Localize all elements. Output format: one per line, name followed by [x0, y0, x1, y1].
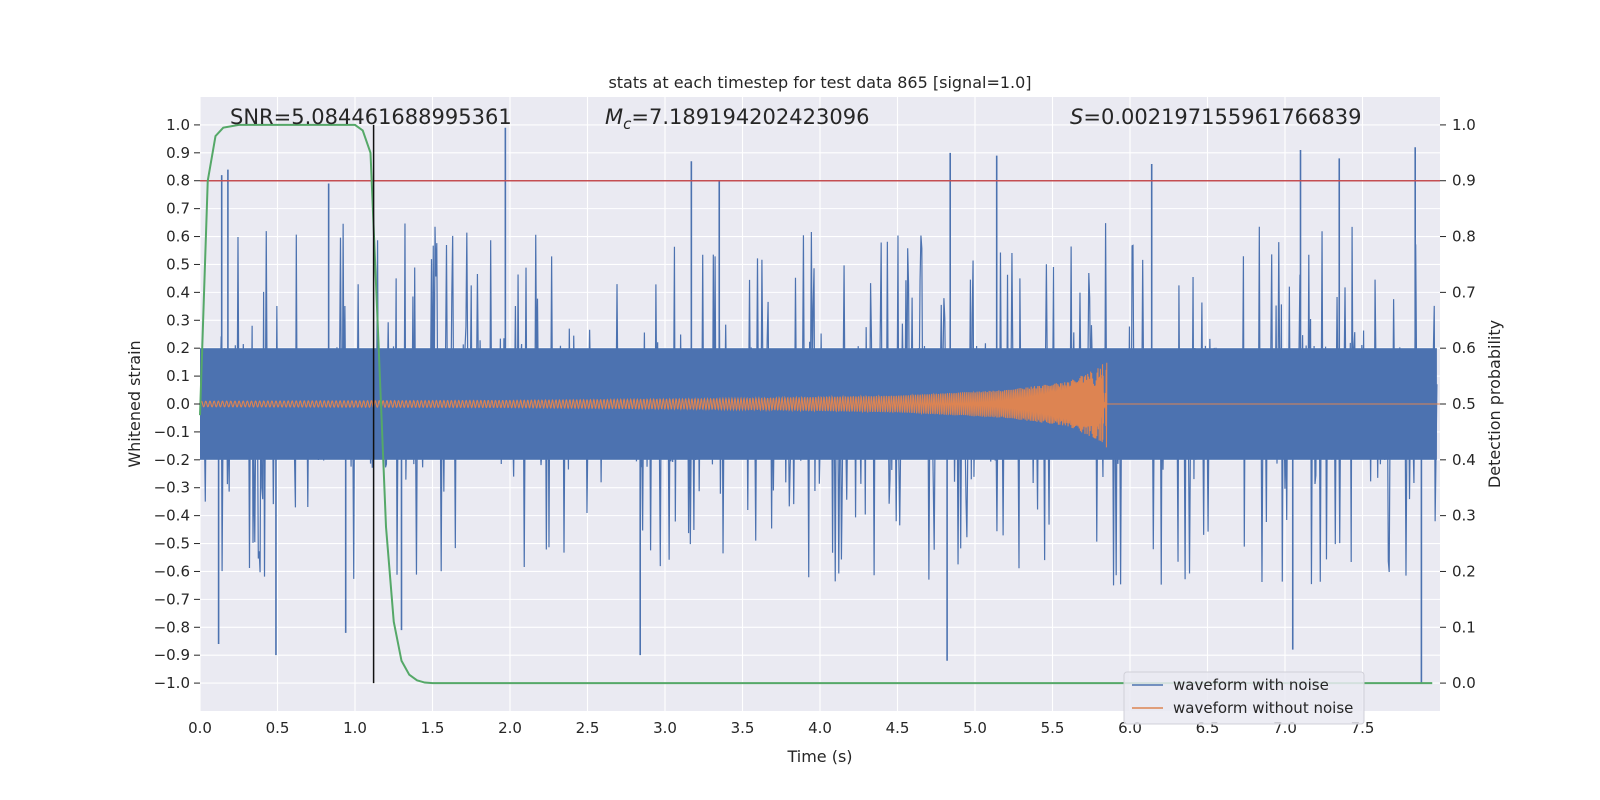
- x-tick-label: 4.0: [808, 719, 832, 737]
- y-axis-right-label: Detection probability: [1485, 320, 1504, 488]
- snr-value: 5.084461688995361: [291, 105, 511, 129]
- x-tick-label: 1.0: [343, 719, 367, 737]
- legend: waveform with noise waveform without noi…: [1123, 671, 1365, 725]
- x-tick-label: 0.0: [188, 719, 212, 737]
- y-left-tick-label: −0.4: [154, 507, 190, 525]
- y-right-ticks: 1.0 0.9 0.8 0.7 0.6 0.5 0.4 0.3 0.2 0.1 0.0: [1440, 116, 1476, 692]
- s-annotation: S=0.002197155961766839: [1070, 105, 1361, 129]
- y-left-tick-label: −0.3: [154, 479, 190, 497]
- y-left-tick-label: 1.0: [166, 116, 190, 134]
- clean-series: [200, 362, 1440, 448]
- y-right-tick-label: 0.9: [1452, 172, 1476, 190]
- chart-title: stats at each timestep for test data 865…: [608, 73, 1031, 92]
- chirp-mass-symbol: M: [605, 105, 623, 129]
- y-left-tick-label: −0.6: [154, 562, 190, 580]
- chirp-mass-value: 7.189194202423096: [649, 105, 869, 129]
- y-left-tick-label: 0.4: [166, 283, 190, 301]
- y-left-tick-label: 0.8: [166, 172, 190, 190]
- y-left-tick-label: −0.5: [154, 535, 190, 553]
- x-tick-label: 4.5: [886, 719, 910, 737]
- snr-label: SNR=: [230, 105, 291, 129]
- chirp-mass-annotation: Mc=7.189194202423096: [605, 105, 869, 133]
- y-left-tick-label: 0.2: [166, 339, 190, 357]
- x-tick-label: 2.5: [576, 719, 600, 737]
- y-right-tick-label: 1.0: [1452, 116, 1476, 134]
- x-tick-label: 5.0: [963, 719, 987, 737]
- y-left-tick-label: 0.7: [166, 200, 190, 218]
- x-tick-label: 3.0: [653, 719, 677, 737]
- y-left-tick-label: −0.8: [154, 618, 190, 636]
- x-tick-label: 3.5: [731, 719, 755, 737]
- y-right-tick-label: 0.1: [1452, 618, 1476, 636]
- y-left-tick-label: −0.9: [154, 646, 190, 664]
- clean-line: [200, 362, 1440, 448]
- y-right-tick-label: 0.7: [1452, 283, 1476, 301]
- y-left-tick-label: −0.1: [154, 423, 190, 441]
- snr-annotation: SNR=5.084461688995361: [230, 105, 512, 129]
- y-left-tick-label: −0.2: [154, 451, 190, 469]
- probability-line: [199, 123, 1433, 685]
- s-value: 0.002197155961766839: [1101, 105, 1362, 129]
- legend-label-clean: waveform without noise: [1173, 699, 1353, 717]
- y-right-tick-label: 0.8: [1452, 228, 1476, 246]
- y-right-tick-label: 0.2: [1452, 562, 1476, 580]
- x-axis-label: Time (s): [786, 747, 852, 766]
- x-tick-label: 2.0: [498, 719, 522, 737]
- y-right-tick-label: 0.5: [1452, 395, 1476, 413]
- x-tick-label: 5.5: [1041, 719, 1065, 737]
- y-right-tick-label: 0.0: [1452, 674, 1476, 692]
- x-tick-label: 1.5: [421, 719, 445, 737]
- y-right-tick-label: 0.6: [1452, 339, 1476, 357]
- x-tick-label: 0.5: [266, 719, 290, 737]
- y-left-tick-label: 0.5: [166, 255, 190, 273]
- y-left-tick-label: −0.7: [154, 590, 190, 608]
- legend-box: [1123, 671, 1365, 725]
- s-symbol: S: [1070, 105, 1083, 129]
- chirp-mass-label: =: [631, 105, 649, 129]
- y-left-ticks: 1.0 0.9 0.8 0.7 0.6 0.5 0.4 0.3 0.2 0.1 0.0 −0.1 −0.…: [154, 116, 200, 692]
- y-left-tick-label: 0.1: [166, 367, 190, 385]
- probability-series: [199, 123, 1433, 685]
- legend-label-noise: waveform with noise: [1173, 676, 1329, 694]
- y-left-tick-label: −1.0: [154, 674, 190, 692]
- y-left-tick-label: 0.6: [166, 228, 190, 246]
- y-left-tick-label: 0.9: [166, 144, 190, 162]
- s-label: =: [1083, 105, 1101, 129]
- y-axis-left-label: Whitened strain: [125, 340, 144, 467]
- y-left-tick-label: 0.0: [166, 395, 190, 413]
- y-left-tick-label: 0.3: [166, 311, 190, 329]
- y-right-tick-label: 0.3: [1452, 507, 1476, 525]
- y-right-tick-label: 0.4: [1452, 451, 1476, 469]
- chirp-mass-subscript: c: [623, 115, 632, 133]
